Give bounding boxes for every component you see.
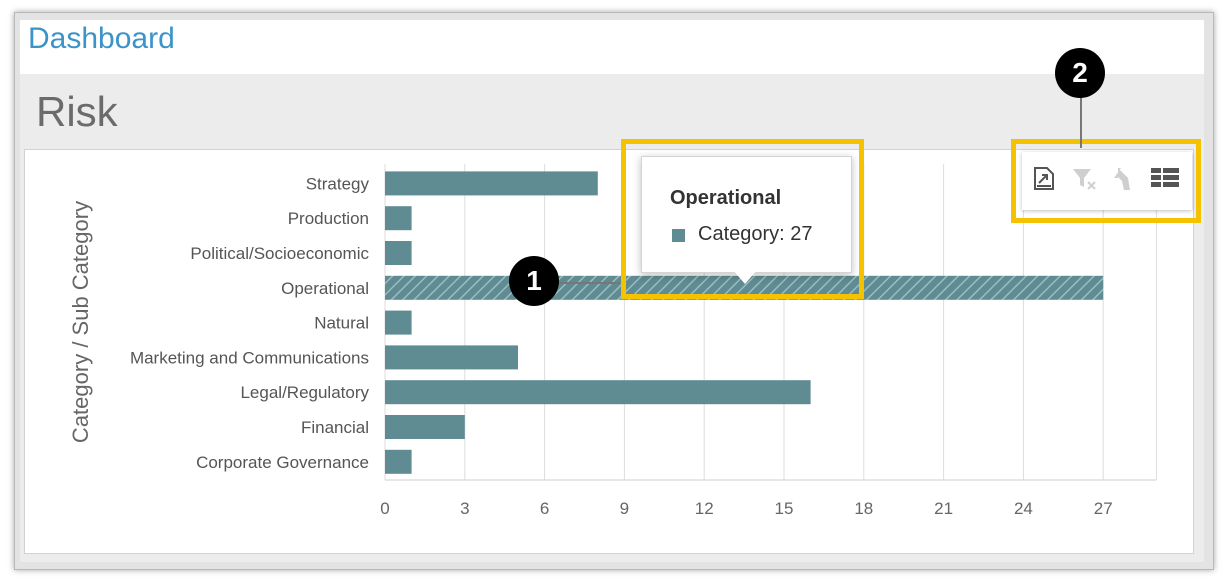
y-category-label: Financial: [301, 418, 369, 437]
x-tick-label: 21: [934, 499, 953, 518]
y-category-label: Legal/Regulatory: [240, 383, 369, 402]
bar-corporate-governance[interactable]: [385, 449, 412, 474]
grid-layout-icon[interactable]: [1150, 164, 1179, 192]
x-tick-label: 27: [1094, 499, 1113, 518]
y-category-label: Marketing and Communications: [130, 348, 369, 367]
tooltip-value: Category: 27: [698, 223, 813, 245]
bar-strategy[interactable]: [385, 171, 598, 196]
y-category-label: Corporate Governance: [196, 453, 369, 472]
x-tick-label: 6: [540, 499, 549, 518]
dashboard-header: [20, 20, 1204, 74]
x-tick-label: 12: [695, 499, 714, 518]
y-category-label: Production: [288, 209, 369, 228]
tooltip-arrow: [733, 270, 757, 284]
x-tick-label: 3: [460, 499, 469, 518]
bar-production[interactable]: [385, 206, 412, 231]
dashboard-title[interactable]: Dashboard: [28, 22, 175, 55]
x-tick-label: 15: [775, 499, 794, 518]
callout-one-leader: [545, 282, 620, 284]
bar-natural[interactable]: [385, 310, 412, 335]
y-axis-title: Category / Sub Category: [68, 201, 93, 443]
export-icon[interactable]: [1030, 164, 1058, 192]
bar-legal-regulatory[interactable]: [385, 380, 811, 405]
y-category-label: Operational: [281, 279, 369, 298]
tooltip-title: Operational: [670, 187, 782, 209]
tooltip-highlight-box: [621, 139, 864, 299]
bar-political-socioeconomic[interactable]: [385, 241, 412, 265]
y-category-label: Natural: [314, 314, 369, 333]
x-tick-label: 0: [380, 499, 389, 518]
x-tick-label: 24: [1014, 499, 1033, 518]
bar-financial[interactable]: [385, 415, 465, 439]
x-tick-label: 18: [854, 499, 873, 518]
bar-marketing-and-communications[interactable]: [385, 345, 518, 370]
callout-badge-1: 1: [509, 256, 559, 306]
y-category-label: Political/Socioeconomic: [190, 244, 369, 263]
chart-tooltip: Operational Category: 27: [641, 156, 852, 273]
chart-panel: [24, 149, 1194, 554]
y-category-label: Strategy: [306, 174, 370, 193]
tooltip-swatch: [672, 229, 685, 242]
callout-badge-2: 2: [1055, 48, 1105, 98]
toolbar-highlight-box: [1011, 139, 1201, 223]
drill-up-icon[interactable]: [1110, 164, 1138, 192]
x-tick-label: 9: [620, 499, 629, 518]
panel-title: Risk: [36, 88, 118, 135]
callout-two-leader: [1080, 96, 1082, 148]
chart-toolbar: [1022, 152, 1192, 210]
clear-filter-icon[interactable]: [1070, 164, 1098, 192]
